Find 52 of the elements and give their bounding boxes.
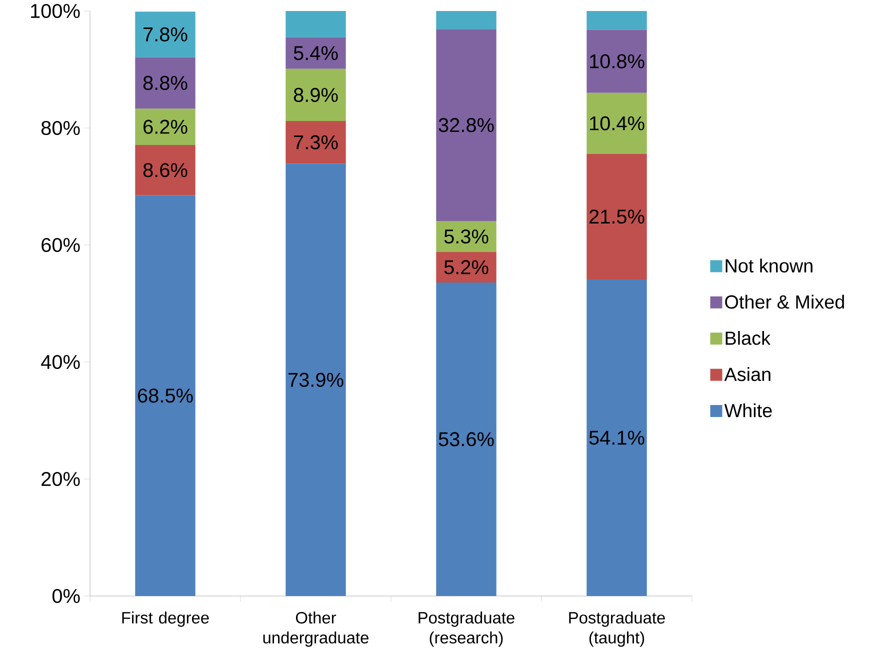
- bar: [586, 10, 647, 30]
- y-tick-label: 60%: [42, 238, 80, 252]
- data-label: 6.2%: [144, 120, 188, 134]
- bar: [135, 108, 196, 145]
- bar: [286, 120, 346, 164]
- bar: [286, 164, 346, 596]
- legend-label: Not known: [726, 258, 812, 273]
- legend-label: Asian: [724, 367, 770, 382]
- y-tick-label: 40%: [41, 354, 80, 370]
- bar: [135, 144, 196, 196]
- bar: [436, 10, 496, 30]
- y-tick-label: 20%: [42, 472, 80, 486]
- bar: [586, 30, 647, 93]
- legend-label: White: [724, 403, 772, 418]
- bar: [586, 280, 647, 596]
- data-label: 32.8%: [438, 118, 494, 132]
- data-label: 8.8%: [143, 76, 188, 90]
- bar: [436, 282, 496, 596]
- data-label: 73.9%: [288, 372, 344, 387]
- data-label: 7.8%: [144, 27, 188, 42]
- bar: [135, 12, 196, 58]
- data-label: 21.5%: [590, 210, 644, 224]
- bar: [286, 37, 346, 69]
- x-tick-label: Other undergraduate: [263, 612, 368, 647]
- bar: [135, 57, 196, 109]
- bar: [586, 92, 647, 154]
- data-label: 10.4%: [590, 116, 644, 130]
- bar: [135, 195, 196, 596]
- data-label: 5.2%: [444, 260, 488, 274]
- bar: [286, 68, 346, 121]
- y-tick-label: 0%: [52, 588, 80, 604]
- legend-label: Black: [726, 330, 771, 345]
- x-tick-label: Postgraduate (taught): [569, 612, 665, 647]
- data-label: 53.6%: [438, 432, 494, 446]
- data-label: 7.3%: [294, 135, 338, 150]
- data-label: 68.5%: [138, 388, 193, 403]
- x-tick-label: First degree: [122, 612, 209, 627]
- data-label: 5.4%: [294, 46, 338, 60]
- bar: [436, 252, 496, 282]
- y-tick-label: 80%: [41, 120, 80, 136]
- bar: [586, 154, 647, 280]
- x-tick-label: Postgraduate (research): [418, 612, 514, 647]
- data-label: 8.6%: [143, 163, 188, 178]
- y-tick-label: 100%: [31, 4, 80, 18]
- data-label: 8.9%: [294, 88, 338, 102]
- data-label: 5.3%: [444, 229, 488, 244]
- bar: [286, 10, 346, 38]
- data-label: 10.8%: [590, 54, 644, 68]
- bar: [436, 221, 496, 252]
- bar: [436, 29, 496, 222]
- legend-label: Other & Mixed: [725, 294, 844, 309]
- data-label: 54.1%: [589, 430, 644, 445]
